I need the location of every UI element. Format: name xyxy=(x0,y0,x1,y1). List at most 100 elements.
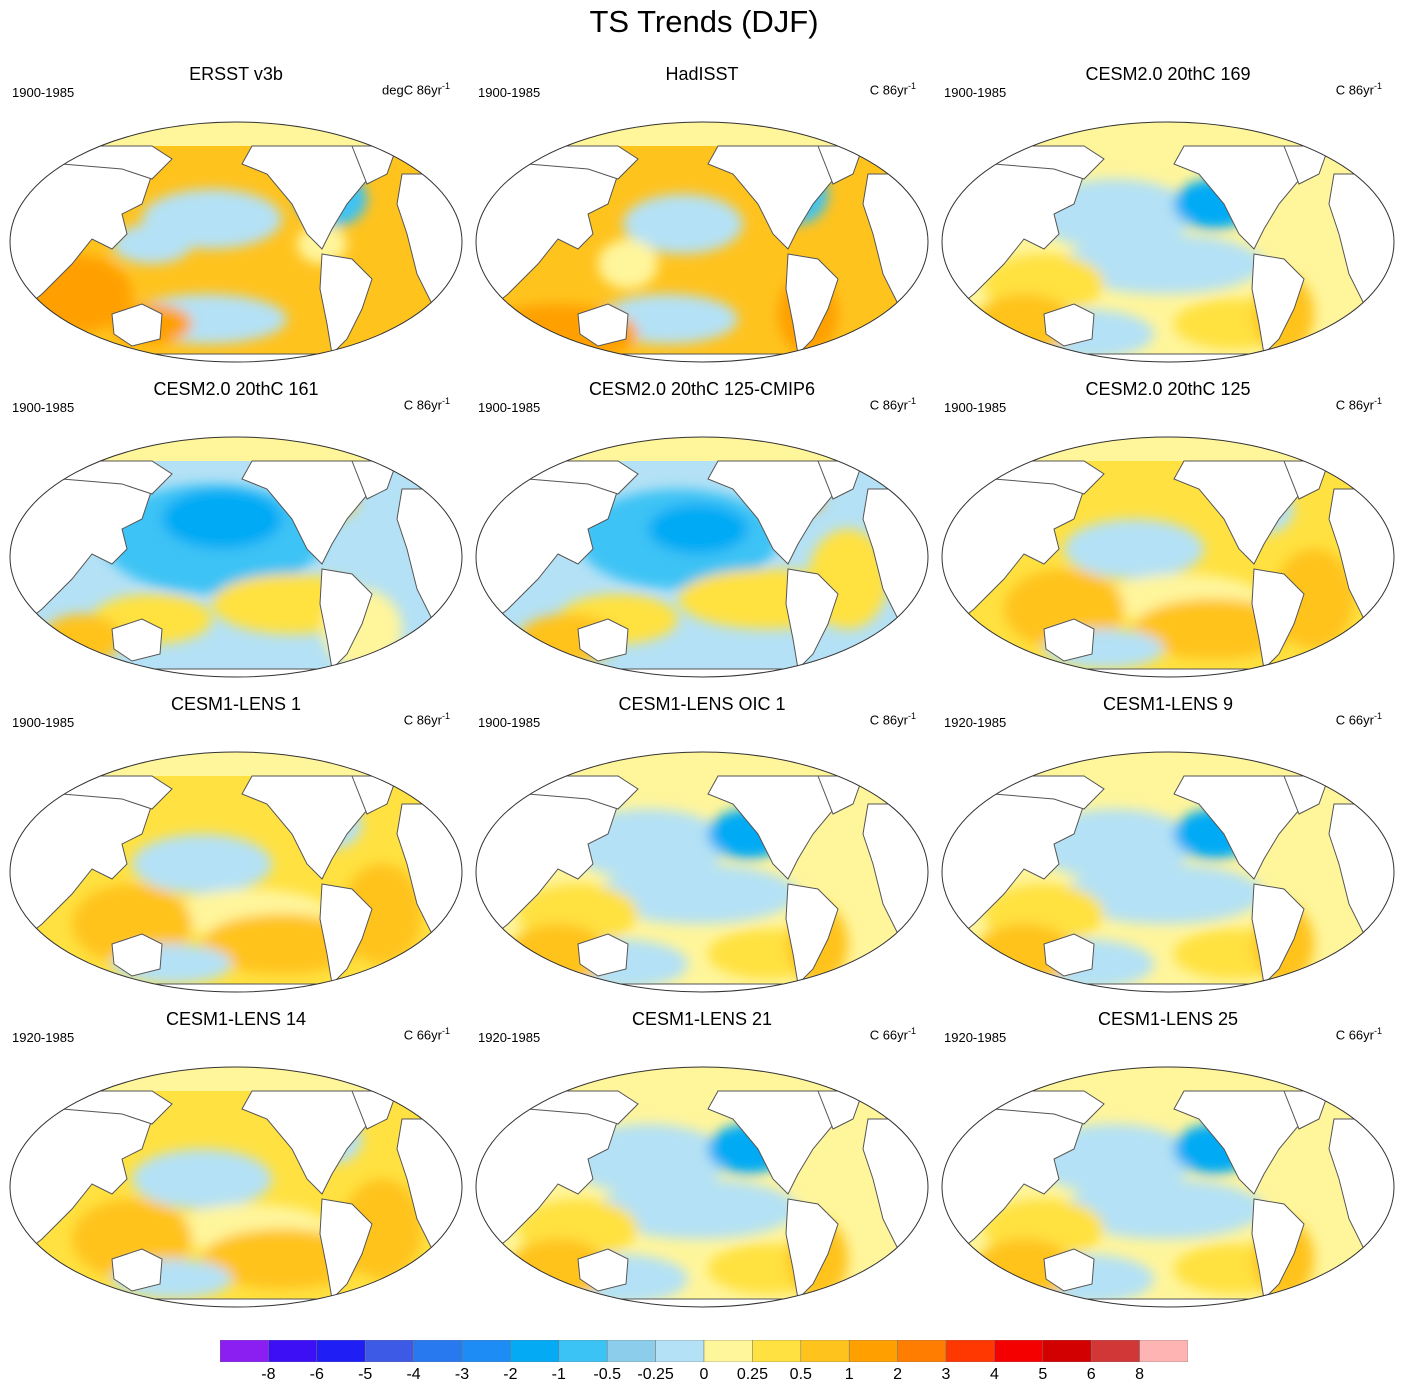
colorbar-tick-label: -8 xyxy=(261,1366,276,1383)
robinson-map xyxy=(475,121,929,363)
map-panel: HadISST 1900-1985 C 86yr-1 xyxy=(468,64,936,364)
continent-landmass xyxy=(1251,883,1305,986)
colorbar-tick-label: -1 xyxy=(551,1366,566,1383)
colorbar-swatch xyxy=(994,1340,1044,1362)
panel-units: C 66yr-1 xyxy=(1336,711,1382,727)
arctic-region xyxy=(476,1067,928,1091)
robinson-map xyxy=(9,751,463,993)
robinson-map xyxy=(941,436,1395,678)
colorbar-swatch xyxy=(897,1340,947,1362)
arctic-region xyxy=(10,752,462,776)
panel-units: C 86yr-1 xyxy=(1336,396,1382,412)
panel-period: 1920-1985 xyxy=(478,1030,541,1045)
map-outline xyxy=(475,751,929,993)
colorbar-tick-label: 3 xyxy=(941,1366,951,1383)
panel-units-text: C 86yr xyxy=(1335,397,1374,413)
colorbar-swatch xyxy=(945,1340,995,1362)
map-panel: CESM1-LENS 1 1900-1985 C 86yr-1 xyxy=(2,694,470,994)
panel-title: CESM2.0 20thC 125 xyxy=(1085,379,1251,399)
map-outline xyxy=(475,436,929,678)
colorbar-swatch xyxy=(558,1340,608,1362)
continent-landmass xyxy=(111,1248,163,1292)
panel-period: 1900-1985 xyxy=(478,400,541,415)
colorbar-swatch xyxy=(848,1340,898,1362)
panel-period: 1900-1985 xyxy=(944,85,1007,100)
continent-landmass xyxy=(577,303,629,347)
arctic-region xyxy=(476,752,928,776)
continent-landmass xyxy=(1251,1198,1305,1301)
robinson-map xyxy=(9,1066,463,1308)
map-outline xyxy=(941,121,1395,363)
continent-landmass xyxy=(785,568,839,671)
panel-units-text: C 66yr xyxy=(403,1027,442,1043)
panel-units-exponent: -1 xyxy=(441,396,450,406)
panel-units: C 66yr-1 xyxy=(404,1026,450,1042)
arctic-region xyxy=(10,1067,462,1091)
continent-landmass xyxy=(1251,568,1305,671)
arctic-region xyxy=(476,437,928,461)
panel-period: 1900-1985 xyxy=(478,715,541,730)
robinson-map xyxy=(475,1066,929,1308)
panel-title: CESM1-LENS 9 xyxy=(1102,694,1234,714)
robinson-map xyxy=(941,751,1395,993)
robinson-map xyxy=(941,121,1395,363)
robinson-map xyxy=(9,121,463,363)
arctic-region xyxy=(476,122,928,146)
trend-anomaly xyxy=(623,194,743,254)
panel-title: HadISST xyxy=(665,64,739,84)
panel-period: 1900-1985 xyxy=(12,85,75,100)
map-outline xyxy=(9,121,463,363)
colorbar-tick-label: 5 xyxy=(1038,1366,1048,1383)
colorbar-swatch xyxy=(703,1340,753,1362)
colorbar-swatch xyxy=(268,1340,318,1362)
trend-anomaly xyxy=(1064,864,1264,924)
colorbar-swatch xyxy=(655,1340,705,1362)
panel-units-text: C 66yr xyxy=(1335,1027,1374,1043)
panel-title: ERSST v3b xyxy=(189,64,283,84)
colorbar-swatch xyxy=(316,1340,366,1362)
trend-anomaly xyxy=(1064,519,1204,579)
panel-units-exponent: -1 xyxy=(1373,1026,1382,1036)
panel-units-text: C 86yr xyxy=(869,82,908,98)
panel-period: 1900-1985 xyxy=(478,85,541,100)
robinson-map xyxy=(475,436,929,678)
panel-units-exponent: -1 xyxy=(441,711,450,721)
map-outline xyxy=(9,436,463,678)
panel-units-text: C 86yr xyxy=(403,397,442,413)
colorbar-tick-label: -6 xyxy=(309,1366,324,1383)
panel-units-text: C 66yr xyxy=(1335,712,1374,728)
colorbar-tick-label: 0.25 xyxy=(736,1366,768,1383)
panel-units-text: C 86yr xyxy=(1335,82,1374,98)
panel-units-exponent: -1 xyxy=(1373,711,1382,721)
panel-units: C 86yr-1 xyxy=(870,396,916,412)
panel-title: CESM2.0 20thC 169 xyxy=(1085,64,1251,84)
panel-units-text: C 86yr xyxy=(403,712,442,728)
panel-title: CESM1-LENS 14 xyxy=(165,1009,307,1029)
panel-units: C 86yr-1 xyxy=(870,81,916,97)
trend-anomaly xyxy=(1064,1179,1264,1239)
panel-units-text: degC 86yr xyxy=(382,82,442,98)
colorbar-swatch xyxy=(752,1340,802,1362)
colorbar-tick-label: -0.5 xyxy=(593,1366,621,1383)
panel-units-exponent: -1 xyxy=(907,1026,916,1036)
map-outline xyxy=(941,1066,1395,1308)
trend-anomaly xyxy=(162,489,282,549)
continent-landmass xyxy=(111,303,163,347)
continent-landmass xyxy=(785,253,839,356)
trend-anomaly xyxy=(112,224,192,264)
arctic-region xyxy=(10,437,462,461)
colorbar-swatch xyxy=(606,1340,656,1362)
panel-units-exponent: -1 xyxy=(1373,396,1382,406)
continent-landmass xyxy=(1043,1248,1095,1292)
panel-title: CESM1-LENS 21 xyxy=(631,1009,773,1029)
map-panel: CESM2.0 20thC 169 1900-1985 C 86yr-1 xyxy=(934,64,1402,364)
map-panel: ERSST v3b 1900-1985 degC 86yr-1 xyxy=(2,64,470,364)
panel-title: CESM2.0 20thC 125-CMIP6 xyxy=(588,379,816,399)
continent-landmass xyxy=(577,933,629,977)
arctic-region xyxy=(942,122,1394,146)
continent-landmass xyxy=(1043,933,1095,977)
colorbar-tick-label: -5 xyxy=(358,1366,373,1383)
continent-landmass xyxy=(319,568,373,671)
colorbar-swatch xyxy=(510,1340,560,1362)
map-panel: CESM1-LENS OIC 1 1900-1985 C 86yr-1 xyxy=(468,694,936,994)
